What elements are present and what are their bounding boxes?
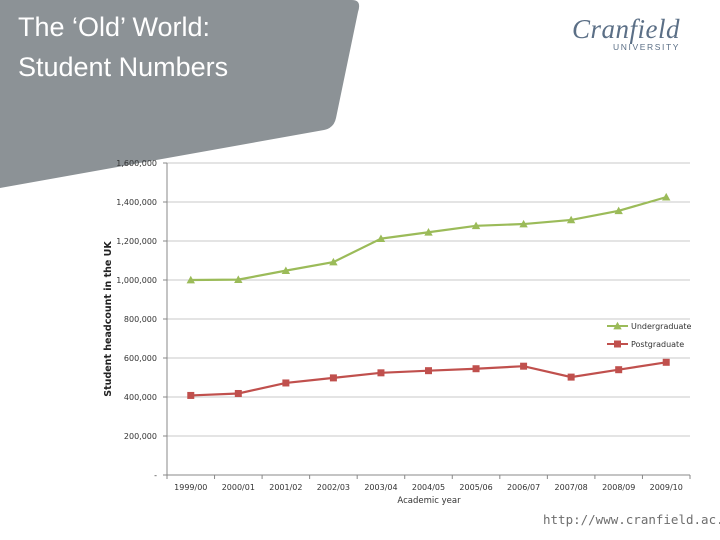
y-tick-label: 200,000: [124, 432, 157, 441]
undergraduate-point: [662, 192, 671, 201]
x-tick-label: 2006/07: [507, 483, 540, 492]
y-tick-label: 600,000: [124, 354, 157, 363]
undergraduate-point: [376, 234, 386, 243]
y-tick-label: 1,200,000: [116, 237, 157, 246]
postgraduate-point: [520, 362, 528, 370]
legend-marker-undergraduate: [613, 321, 622, 330]
university-logo: Cranfield UNIVERSITY: [572, 14, 680, 52]
postgraduate-point: [567, 373, 575, 381]
y-tick-label: 800,000: [124, 315, 157, 324]
slide-title: The ‘Old’ World:: [18, 12, 211, 42]
logo-wordmark: Cranfield: [572, 14, 681, 44]
postgraduate-point: [472, 365, 480, 373]
postgraduate-point: [425, 367, 432, 375]
postgraduate-point: [377, 369, 385, 377]
x-tick-label: 1999/00: [174, 483, 207, 492]
y-tick-label: 1,000,000: [116, 276, 157, 285]
y-axis-title: Student headcount in the UK: [103, 241, 114, 397]
undergraduate-point: [424, 228, 433, 236]
y-tick-label: -: [154, 471, 157, 480]
x-tick-label: 2004/05: [412, 483, 445, 492]
y-tick-label: 400,000: [124, 393, 157, 402]
undergraduate-point: [186, 275, 195, 284]
undergraduate-point: [234, 275, 243, 283]
postgraduate-point: [615, 366, 623, 374]
legend-label-undergraduate: Undergraduate: [631, 322, 692, 331]
y-tick-label: 1,400,000: [116, 198, 157, 207]
postgraduate-point: [187, 391, 195, 399]
y-tick-label: 1,600,000: [116, 159, 157, 168]
x-tick-label: 2008/09: [602, 483, 635, 492]
postgraduate-point: [662, 358, 670, 366]
logo-subtitle: UNIVERSITY: [613, 42, 681, 52]
x-tick-label: 2003/04: [364, 483, 397, 492]
postgraduate-point: [329, 374, 337, 382]
x-tick-label: 2007/08: [555, 483, 588, 492]
undergraduate-point: [614, 206, 623, 215]
x-tick-label: 2000/01: [222, 483, 255, 492]
x-tick-label: 2001/02: [269, 483, 302, 492]
legend-marker-postgraduate: [614, 340, 621, 348]
undergraduate-point: [329, 257, 338, 266]
postgraduate-point: [234, 389, 242, 397]
x-axis-title: Academic year: [397, 496, 461, 506]
undergraduate-point: [566, 215, 576, 224]
undergraduate-point: [281, 266, 291, 274]
undergraduate-point: [471, 221, 481, 230]
postgraduate-point: [282, 379, 290, 387]
legend-label-postgraduate: Postgraduate: [631, 340, 684, 349]
undergraduate-point: [519, 219, 528, 228]
x-tick-label: 2002/03: [317, 483, 350, 492]
slide-subtitle: Student Numbers: [18, 52, 229, 82]
undergraduate-line: [190, 196, 667, 282]
title-banner: [0, 0, 360, 188]
x-tick-label: 2009/10: [650, 483, 683, 492]
footer-url: http://www.cranfield.ac.uk: [543, 512, 720, 527]
x-tick-label: 2005/06: [459, 483, 492, 492]
